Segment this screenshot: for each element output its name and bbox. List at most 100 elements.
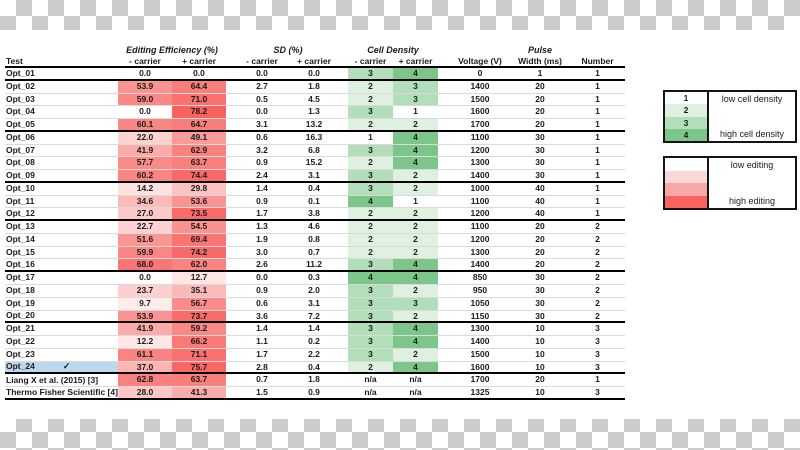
editing-efficiency-minus-carrier-cell: 34.6 (118, 195, 172, 208)
gap-cell (226, 323, 236, 335)
editing-efficiency-plus-carrier-cell: 74.4 (172, 170, 226, 181)
gap-cell (340, 157, 348, 169)
editing-efficiency-plus-carrier-cell: 78.2 (172, 106, 226, 119)
cell-density-minus-carrier-cell: 3 (348, 323, 393, 336)
cell-density-minus-carrier-cell: 3 (348, 348, 393, 361)
test-cell: Opt_03 (6, 93, 35, 104)
sd-plus-carrier-cell: 2.0 (308, 285, 320, 296)
sd-minus-carrier-cell: 3.0 (256, 246, 268, 257)
density-swatch-2: 2 (665, 104, 707, 117)
column-header: Width (ms) (518, 56, 562, 66)
test-cell: Opt_16 (6, 259, 35, 270)
gap-cell (226, 81, 236, 93)
editing-efficiency-minus-carrier-cell: 41.9 (118, 144, 172, 157)
table-row: Opt_23 61.1 71.1 1.7 2.2 3 2 1500 10 3 (5, 348, 625, 362)
pulse-width-cell: 10 (535, 361, 545, 372)
table-row: Opt_19 9.7 56.7 0.6 3.1 3 3 1050 30 2 (5, 297, 625, 311)
gap-cell (438, 183, 450, 195)
sd-plus-carrier-cell: 4.5 (308, 93, 320, 104)
gap-cell (438, 221, 450, 233)
sd-plus-carrier-cell: 1.4 (308, 323, 320, 334)
gap-cell (340, 56, 348, 66)
gap-cell (438, 68, 450, 79)
editing-swatch-1 (665, 158, 707, 171)
editing-efficiency-plus-carrier-cell: 71.1 (172, 348, 226, 361)
editing-efficiency-minus-carrier-cell: 23.7 (118, 285, 172, 297)
figure-background: Editing Efficiency (%) SD (%) Cell Densi… (0, 30, 800, 419)
test-cell: Opt_06 (6, 131, 35, 142)
cell-density-minus-carrier-cell: 4 (348, 195, 393, 208)
sd-plus-carrier-cell: 3.8 (308, 208, 320, 219)
gap-cell (340, 336, 348, 348)
test-cell: Opt_20 (6, 310, 35, 321)
editing-efficiency-minus-carrier-cell: 12.2 (118, 336, 172, 348)
editing-efficiency-plus-carrier-cell: 69.4 (172, 233, 226, 246)
table-row: Opt_18 23.7 35.1 0.9 2.0 3 2 950 30 2 (5, 285, 625, 298)
table-group-header-row: Editing Efficiency (%) SD (%) Cell Densi… (5, 44, 625, 56)
pulse-width-cell: 40 (535, 195, 545, 206)
pulse-width-cell: 40 (535, 208, 545, 219)
gap-cell (438, 298, 450, 310)
pulse-number-cell: 1 (595, 144, 600, 155)
test-cell: Opt_09 (6, 170, 35, 180)
sd-minus-carrier-cell: 2.6 (256, 259, 268, 270)
cell-density-minus-carrier-cell: 2 (348, 233, 393, 246)
sd-plus-carrier-cell: 13.2 (305, 119, 323, 130)
test-cell: Liang X et al. (2015) [3] (6, 374, 99, 385)
cell-density-minus-carrier-cell: 3 (348, 297, 393, 310)
cell-density-minus-carrier-cell: 2 (348, 221, 393, 233)
editing-efficiency-minus-carrier-cell: 57.7 (118, 157, 172, 170)
low-editing-label: low editing (730, 160, 774, 170)
editing-efficiency-minus-carrier-cell: 51.6 (118, 233, 172, 246)
sd-minus-carrier-cell: 1.1 (256, 336, 268, 347)
pulse-number-cell: 3 (595, 348, 600, 359)
table-row: Opt_13 22.7 54.5 1.3 4.6 2 2 1100 20 2 (5, 221, 625, 234)
cell-density-minus-carrier-cell: n/a (364, 374, 377, 385)
sd-minus-carrier-cell: 1.9 (256, 233, 268, 244)
voltage-cell: 1600 (470, 106, 490, 117)
pulse-number-cell: 1 (595, 106, 600, 117)
gap-cell (340, 374, 348, 386)
column-header: - carrier (129, 56, 161, 66)
sd-minus-carrier-cell: 2.4 (256, 170, 268, 181)
gap-cell (226, 56, 236, 66)
editing-efficiency-plus-carrier-cell: 66.2 (172, 336, 226, 348)
editing-efficiency-minus-carrier-cell: 9.7 (118, 297, 172, 310)
voltage-cell: 1200 (470, 233, 490, 244)
gap-cell (438, 272, 450, 284)
pulse-width-cell: 30 (535, 272, 545, 283)
cell-density-plus-carrier-cell: 4 (393, 361, 438, 373)
cell-density-minus-carrier-cell: 2 (348, 208, 393, 220)
pulse-number-cell: 3 (595, 323, 600, 334)
sd-plus-carrier-cell: 11.2 (305, 259, 323, 270)
group-header-editing-efficiency: Editing Efficiency (%) (126, 45, 218, 55)
gap-cell (340, 272, 348, 284)
cell-density-plus-carrier-cell: 2 (393, 285, 438, 297)
sd-minus-carrier-cell: 0.9 (256, 285, 268, 296)
gap-cell (438, 132, 450, 144)
gap-cell (340, 311, 348, 322)
pulse-width-cell: 30 (535, 157, 545, 168)
gap-cell (438, 311, 450, 322)
voltage-cell: 1400 (470, 170, 490, 181)
pulse-number-cell: 2 (595, 221, 600, 232)
editing-efficiency-minus-carrier-cell: 22.0 (118, 131, 172, 144)
cell-density-minus-carrier-cell: 3 (348, 144, 393, 157)
cell-density-plus-carrier-cell: 4 (393, 323, 438, 336)
gap-cell (438, 119, 450, 130)
editing-efficiency-plus-carrier-cell: 71.0 (172, 93, 226, 106)
cell-density-plus-carrier-cell: 3 (393, 93, 438, 106)
cell-density-plus-carrier-cell: n/a (409, 374, 422, 385)
test-cell: Opt_04 (6, 106, 35, 117)
cell-density-minus-carrier-cell: 3 (348, 170, 393, 181)
test-cell: Opt_05 (6, 119, 35, 129)
high-cell-density-label: high cell density (719, 129, 785, 139)
table-row: Opt_16 68.0 62.0 2.6 11.2 3 4 1400 20 2 (5, 259, 625, 273)
gap-cell (340, 234, 348, 246)
test-cell: Opt_23 (6, 348, 35, 359)
voltage-cell: 1100 (470, 131, 490, 142)
table-row: Liang X et al. (2015) [3] 62.8 63.7 0.7 1.8 n… (5, 374, 625, 388)
pulse-number-cell: 2 (595, 272, 600, 283)
pulse-number-cell: 3 (595, 361, 600, 372)
editing-efficiency-minus-carrier-cell: 68.0 (118, 259, 172, 271)
